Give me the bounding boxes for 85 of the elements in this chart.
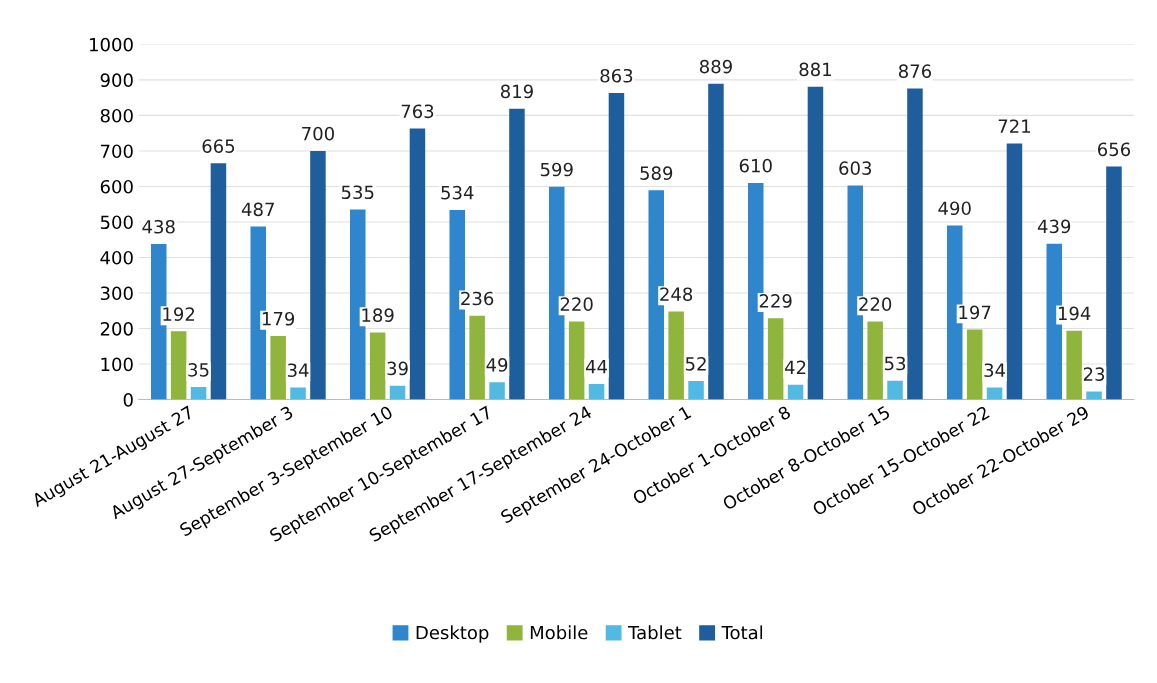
data-label: 603 [839,161,872,175]
bar [986,387,1003,400]
bar [588,383,605,400]
data-label: 220 [560,297,593,311]
bar [270,335,286,400]
legend-label: Tablet [628,625,682,640]
bar [489,382,505,400]
data-label: 52 [685,356,706,371]
bar [787,384,804,400]
bar [867,321,883,400]
bar [310,150,326,400]
data-label: 23 [1083,367,1105,381]
y-tick-label: 700 [101,144,133,159]
bar [568,321,585,400]
bar [409,128,426,400]
bar [369,332,386,400]
y-tick-label: 500 [100,215,133,230]
data-label: 610 [739,158,772,173]
bar [469,315,485,400]
bar [807,86,824,400]
data-label: 42 [784,360,806,374]
data-label: 248 [660,287,693,302]
bar [1066,330,1082,400]
data-label: 863 [600,68,633,83]
bar [210,163,227,400]
bar [907,88,923,400]
legend-label: Desktop [416,625,489,643]
data-label: 39 [387,361,408,376]
y-tick-label: 800 [100,108,133,123]
y-tick-label: 600 [100,179,133,194]
data-label: 229 [759,294,792,308]
data-label: 490 [938,201,971,216]
y-tick-label: 0 [123,393,133,407]
y-tick-label: 100 [101,357,133,372]
data-label: 220 [859,297,892,311]
bar [290,387,306,400]
data-label: 721 [998,119,1031,133]
data-label: 189 [362,308,394,322]
data-label: 535 [341,185,374,200]
bar [1106,166,1122,400]
bar [608,93,625,400]
bar [708,83,724,400]
data-label: 534 [441,185,474,200]
data-label: 487 [241,202,274,217]
data-label: 599 [540,162,573,177]
y-tick-label: 400 [100,250,133,265]
data-label: 49 [486,358,508,372]
data-label: 192 [163,307,195,321]
y-tick-label: 1000 [90,37,133,52]
data-label: 656 [1097,142,1131,157]
data-label: 589 [640,166,673,180]
bar [668,311,684,400]
data-label: 438 [142,219,175,234]
data-label: 665 [202,139,235,153]
data-label: 34 [287,363,309,378]
y-tick-label: 200 [100,321,133,336]
data-label: 763 [401,104,434,119]
bar [966,329,983,400]
data-label: 700 [302,126,334,141]
data-label: 53 [884,356,906,371]
data-label: 889 [699,59,732,74]
data-label: 236 [461,291,494,306]
bar [767,318,784,400]
data-label: 194 [1058,306,1091,321]
data-label: 44 [585,360,608,374]
data-label: 34 [984,363,1006,378]
bar [170,331,187,400]
data-label: 197 [959,305,991,320]
y-tick-label: 900 [100,73,133,88]
data-label: 881 [799,62,832,77]
data-label: 179 [262,311,295,326]
bar [389,385,406,400]
bar [1006,143,1023,400]
data-label: 876 [898,64,932,78]
bar [190,387,207,400]
data-label: 35 [188,363,209,377]
bar [688,381,704,400]
bar [887,380,903,400]
y-tick-label: 300 [100,286,133,301]
data-label: 819 [500,84,533,99]
bar [1086,391,1102,400]
bar [509,108,525,400]
data-label: 439 [1037,219,1071,234]
legend-label: Total [721,625,763,640]
legend-label: Mobile [530,625,588,640]
